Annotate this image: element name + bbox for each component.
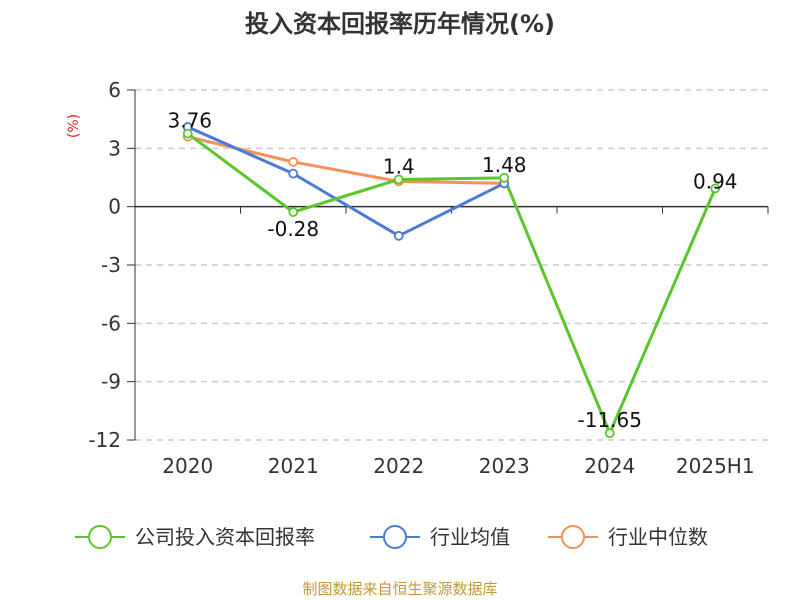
- gridlines: [135, 89, 768, 441]
- series-lines: [186, 125, 717, 435]
- data-point: [288, 157, 299, 167]
- chart-title: 投入资本回报率历年情况(%): [245, 10, 555, 38]
- y-tick-label: -3: [101, 253, 121, 277]
- y-tick-label: -6: [101, 311, 121, 335]
- series-line-0: [186, 132, 717, 435]
- data-point: [499, 172, 510, 183]
- data-point: [393, 174, 404, 185]
- series-line-1: [187, 125, 505, 238]
- data-label: -0.28: [267, 217, 319, 241]
- data-label: -11.65: [578, 408, 642, 432]
- legend-swatch-marker: [561, 525, 585, 549]
- y-tick-label: -9: [101, 370, 121, 394]
- x-tick-label: 2024: [584, 454, 635, 478]
- x-tick-label: 2022: [373, 454, 424, 478]
- series-line-2: [187, 135, 505, 185]
- y-tick-label: 0: [108, 195, 121, 219]
- x-tick-label: 2025H1: [676, 454, 755, 478]
- x-tick-label: 2020: [162, 454, 213, 478]
- legend-label: 公司投入资本回报率: [135, 525, 315, 549]
- data-label: 1.4: [383, 154, 415, 178]
- legend-label: 行业中位数: [608, 525, 708, 549]
- series-points: [182, 122, 721, 439]
- y-axis-label: (%): [66, 114, 82, 138]
- data-point: [604, 428, 615, 439]
- legend-swatch-marker: [88, 525, 112, 549]
- legend-label: 行业均值: [430, 525, 510, 549]
- data-point: [393, 230, 404, 241]
- data-point: [288, 207, 299, 218]
- axes: 6 3 0 -3 -6 -9 -12 2020 2021 2022 2023 2024 2025H1: [88, 78, 769, 478]
- data-point: [182, 128, 193, 139]
- data-label: 0.94: [693, 169, 738, 193]
- data-label: 3.76: [167, 109, 212, 133]
- data-point: [710, 183, 721, 194]
- y-tick-label: 6: [108, 78, 121, 102]
- data-label: 1.48: [482, 153, 527, 177]
- legend: 公司投入资本回报率 行业均值 行业中位数: [75, 525, 708, 549]
- source-note: 制图数据来自恒生聚源数据库: [302, 580, 497, 598]
- x-tick-label: 2023: [479, 454, 530, 478]
- x-tick-label: 2021: [268, 454, 319, 478]
- y-tick-label: 3: [108, 136, 121, 160]
- data-labels: 3.76 -0.28 1.4 1.48 -11.65 0.94: [167, 109, 737, 433]
- y-tick-label: -12: [88, 428, 121, 452]
- data-point: [288, 168, 299, 179]
- legend-swatch-marker: [383, 525, 407, 549]
